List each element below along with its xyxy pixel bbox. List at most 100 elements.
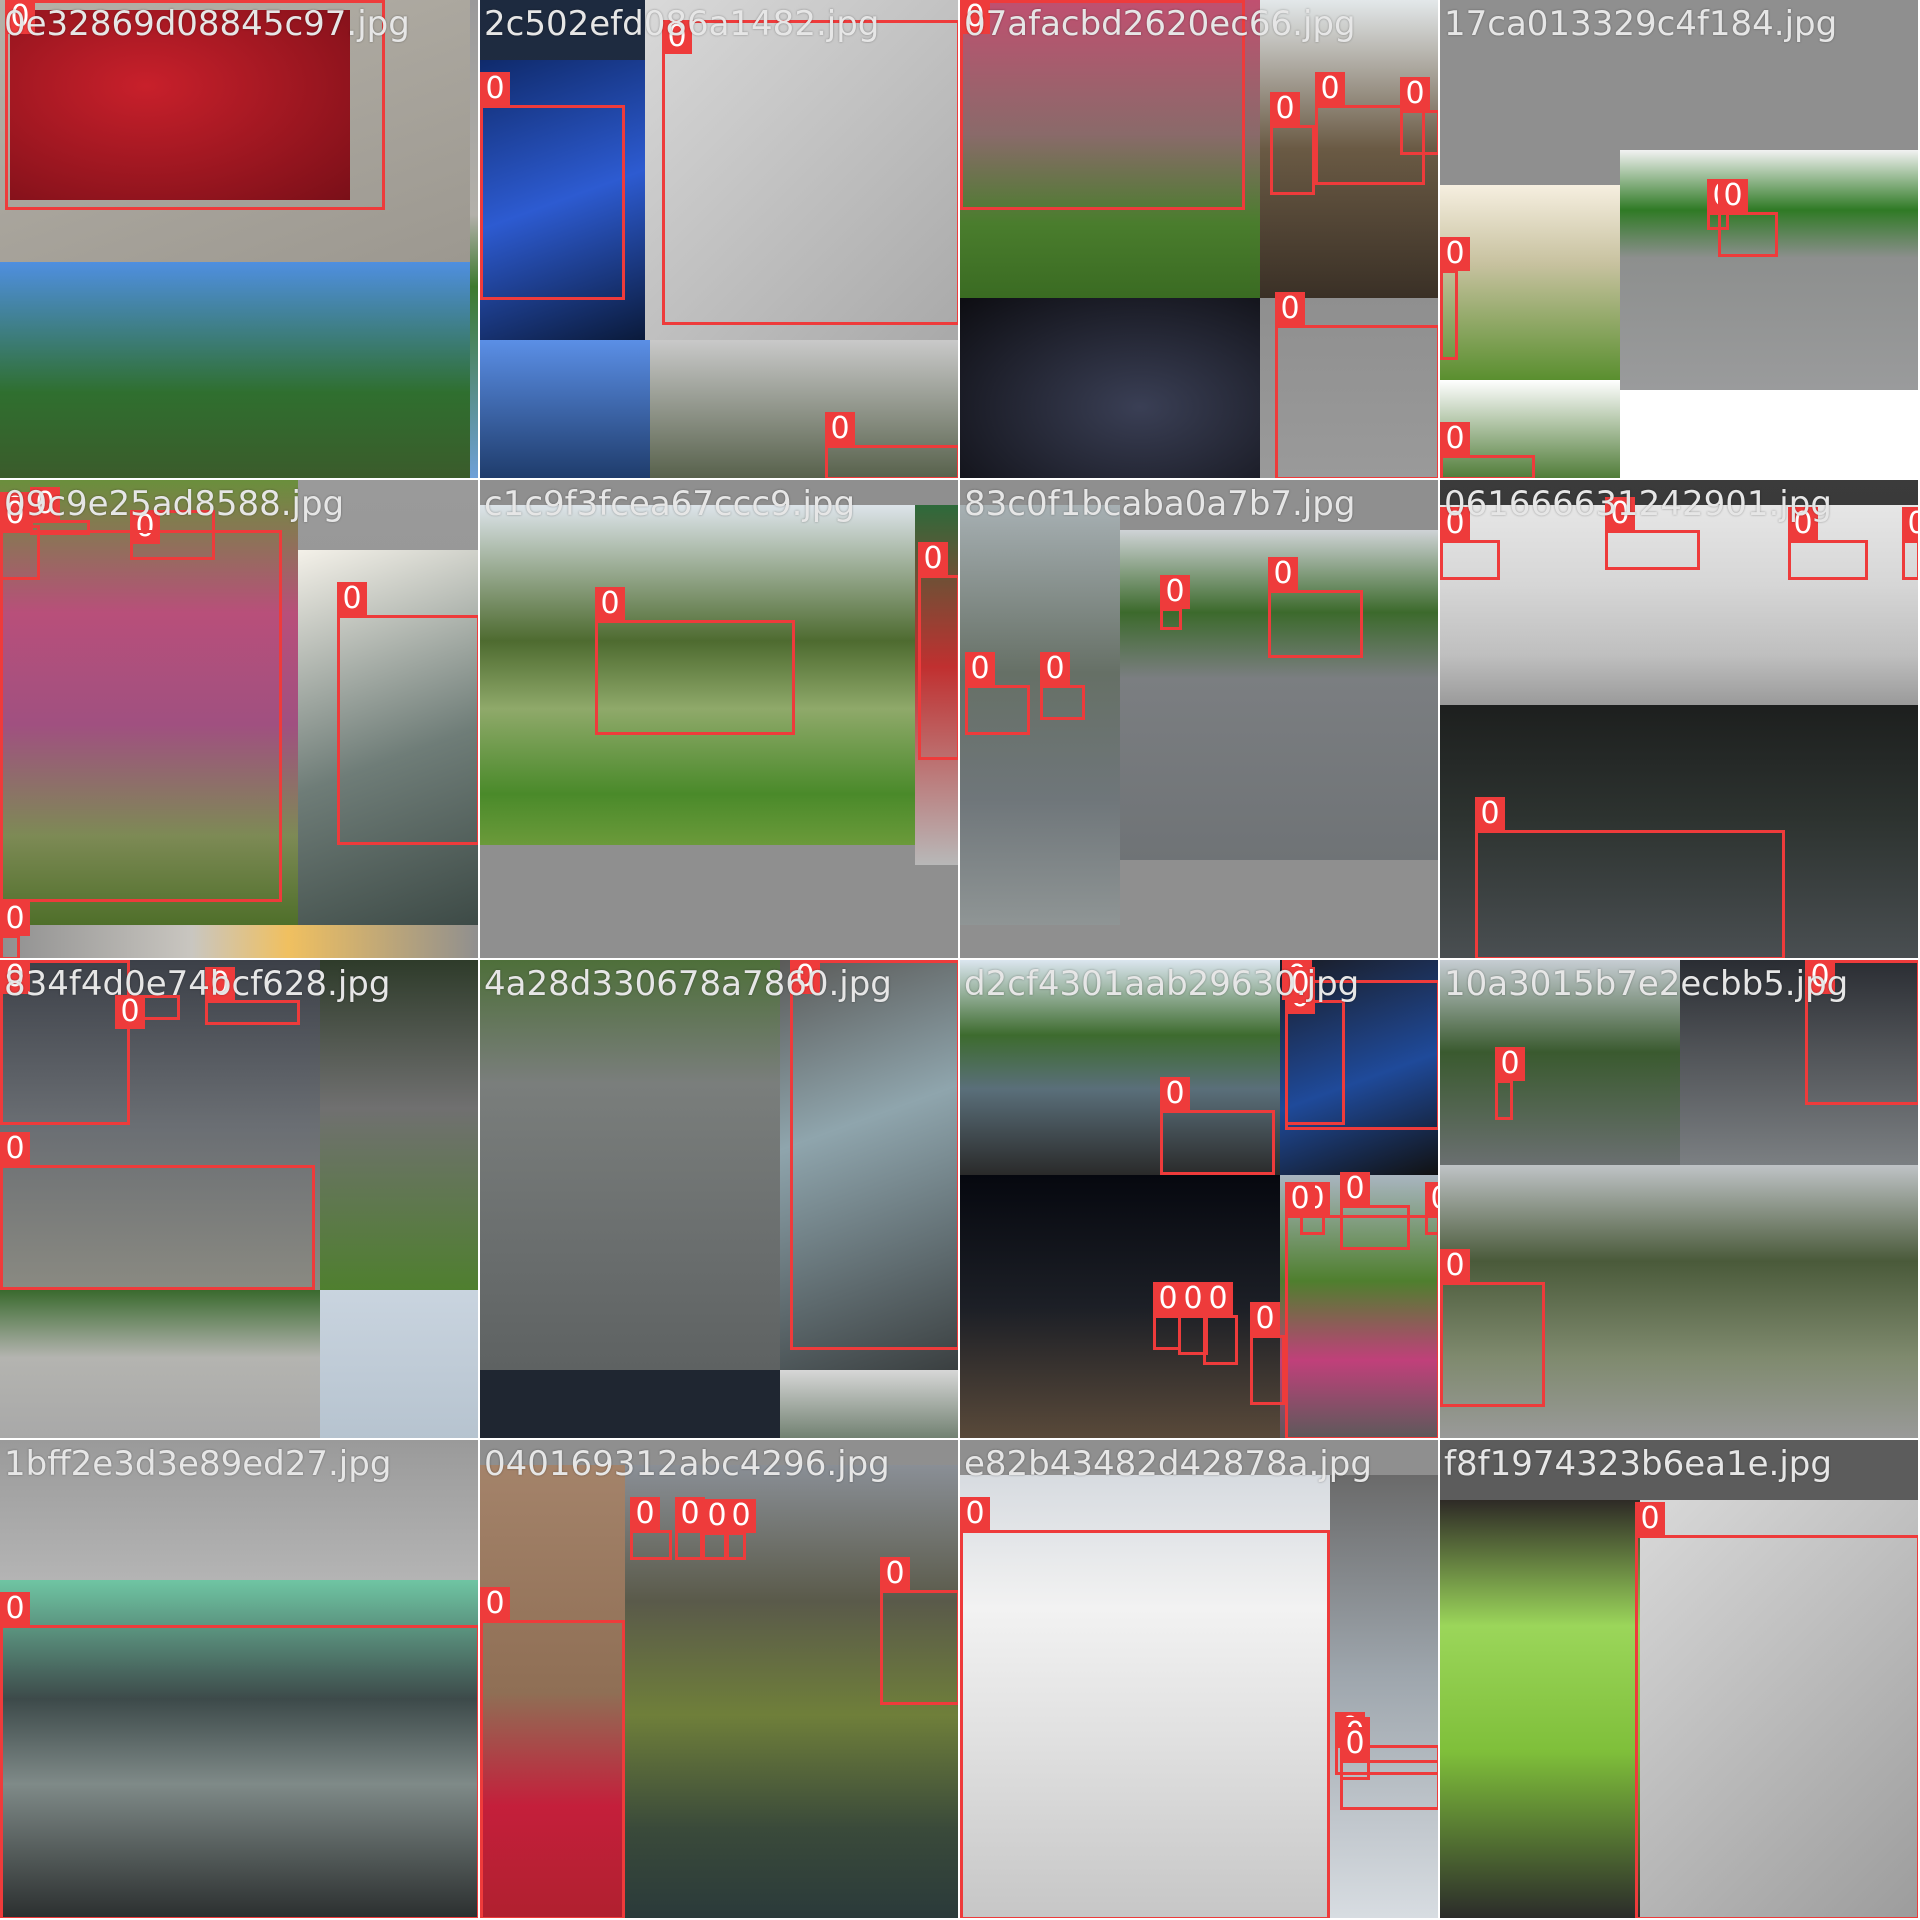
class-label: 0 [1805,960,1835,994]
bounding-box: 0 [702,1499,732,1560]
mosaic-tile: 0 0e32869d08845c97.jpg [0,0,480,480]
class-label: 0 [1440,237,1470,271]
class-label: 0 [0,902,30,936]
class-label: 0 [1440,1249,1470,1283]
tile-filename: 83c0f1bcaba0a7b7.jpg [964,484,1356,524]
bounding-box: 0 [1285,967,1345,1125]
class-label: 0 [1902,507,1918,541]
mosaic-tile: 0 4a28d330678a7860.jpg [480,960,960,1440]
bounding-box: 0 [115,995,180,1029]
image-patch [1440,1500,1640,1918]
bounding-box: 0 [130,510,215,560]
bounding-box: 0 [1400,77,1438,155]
mosaic-tile: 0 0 0 10a3015b7e2ecbb5.jpg [1440,960,1920,1440]
class-label: 0 [0,1592,30,1626]
class-label: 0 [1160,1077,1190,1111]
mosaic-tile: 0 1bff2e3d3e89ed27.jpg [0,1440,480,1920]
image-patch [1440,1440,1918,1500]
image-patch [0,1290,320,1438]
image-patch [480,505,915,845]
mosaic-tile: 0 f8f1974323b6ea1e.jpg [1440,1440,1920,1920]
tile-filename: 061666631242901.jpg [1444,484,1832,524]
tile-filename: 834f4d0e74bcf628.jpg [4,964,391,1004]
mosaic-tile: 0 0 0 2c502efd086a1482.jpg [480,0,960,480]
image-patch [1620,390,1918,478]
class-label: 0 [880,1557,910,1591]
bounding-box: 0 [662,20,958,325]
bounding-box: 0 [595,587,795,735]
image-patch [645,0,958,340]
tile-filename: 17ca013329c4f184.jpg [1444,4,1838,44]
bounding-box: 0 [960,1497,1330,1918]
image-patch [0,480,298,925]
bounding-box: 0 [1285,1182,1438,1438]
image-patch [1440,960,1680,1165]
tile-filename: d2cf4301aab29630.jpg [964,964,1360,1004]
class-label: 0 [1788,507,1818,541]
tile-filename: 2c502efd086a1482.jpg [484,4,880,44]
class-label: 0 [1040,652,1070,686]
class-label: 0 [5,0,35,34]
image-patch [1260,0,1438,298]
image-patch [320,1290,478,1438]
mosaic-tile: 0 0 0 0 83c0f1bcaba0a7b7.jpg [960,480,1440,960]
image-patch [298,550,478,925]
class-label: 0 [1440,507,1470,541]
class-label: 0 [1285,1182,1315,1216]
tile-filename: 09c9e25ad8588.jpg [4,484,345,524]
bounding-box: 0 [1250,1302,1285,1405]
class-label: 0 [662,20,692,54]
bounding-box: 0 [1495,1047,1525,1120]
bounding-box: 0 [1440,1249,1545,1407]
mosaic-tile: 000000000000d2cf4301aab29630.jpg [960,960,1440,1440]
image-patch [0,262,470,478]
bounding-box: 0 [1340,1172,1410,1250]
image-patch [960,298,1260,478]
image-patch [1440,505,1918,705]
bounding-box: 0 [1160,1077,1275,1175]
bounding-box: 0 [675,1497,705,1560]
image-patch [0,960,320,1290]
class-label: 0 [1340,1172,1370,1206]
class-label: 0 [1440,422,1470,456]
class-label: 0 [1605,497,1635,531]
class-label: 0 [0,1132,30,1166]
tile-filename: 07afacbd2620ec66.jpg [964,4,1356,44]
class-label: 0 [965,652,995,686]
class-label: 0 [726,1499,756,1533]
class-label: 0 [0,960,30,994]
bounding-box: 0 [1605,497,1700,570]
class-label: 0 [130,510,160,544]
class-label: 0 [1268,557,1298,591]
class-label: 0 [1160,575,1190,609]
class-label: 0 [337,582,367,616]
class-label: 0 [1270,92,1300,126]
class-label: 0 [675,1497,705,1531]
class-label: 0 [1203,1282,1233,1316]
tile-filename: e82b43482d42878a.jpg [964,1444,1372,1484]
class-label: 0 [1475,797,1505,831]
bounding-box: 0 [480,1587,625,1918]
bounding-box: 0 [1788,507,1868,580]
image-patch [1260,298,1438,478]
tile-filename: c1c9f3fcea67ccc9.jpg [484,484,856,524]
bounding-box: 0 [1160,575,1190,630]
bounding-box: 0 [918,542,958,760]
mosaic-tile: 0 0 0 0 0 07afacbd2620ec66.jpg [960,0,1440,480]
class-label: 0 [1635,1502,1665,1536]
bounding-box: 0 [1440,237,1470,360]
class-label: 0 [480,72,510,106]
bounding-box: 0 [1153,1282,1183,1350]
class-label: 0 [960,0,990,34]
bounding-box: 0 [1340,1727,1438,1810]
class-label: 0 [1340,1727,1370,1761]
image-patch [960,1475,1330,1918]
bounding-box: 0 [1475,797,1785,958]
class-label: 0 [205,967,235,1001]
class-label: 0 [480,1587,510,1621]
image-patch [780,960,958,1370]
bounding-box: 0 [1718,179,1778,257]
bounding-box: 0 [1805,960,1918,1105]
image-patch [480,1370,780,1438]
